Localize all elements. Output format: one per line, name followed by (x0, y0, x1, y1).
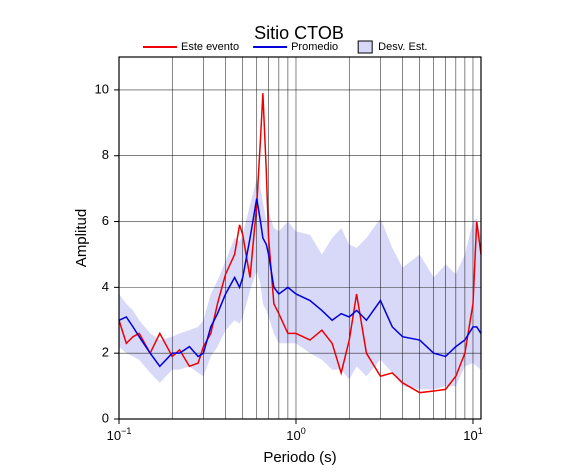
x-tick-base: 10 (286, 428, 300, 443)
x-tick-exponent: −1 (121, 426, 131, 436)
y-tick-label: 0 (102, 410, 109, 425)
legend-swatch (357, 40, 373, 54)
y-tick-label: 8 (102, 147, 109, 162)
x-tick-exponent: 0 (301, 426, 306, 436)
series-line (118, 198, 482, 368)
x-axis-label: Periodo (s) (263, 449, 336, 466)
std-band (119, 178, 481, 390)
legend-label: Este evento (181, 41, 239, 53)
chart-title: Sitio CTOB (254, 23, 344, 43)
x-tick-exponent: 1 (478, 426, 483, 436)
y-tick-label: 6 (102, 213, 109, 228)
x-tick-label: 101 (463, 426, 482, 443)
x-tick-label: 100 (286, 426, 305, 443)
x-tick-label: 10−1 (107, 426, 132, 443)
y-tick-label: 2 (102, 345, 109, 360)
x-tick-base: 10 (463, 428, 477, 443)
y-axis-label: Amplitud (73, 209, 90, 267)
plot-frame (118, 56, 482, 420)
series-line (118, 93, 482, 394)
legend-label: Desv. Est. (378, 41, 427, 53)
y-tick-label: 4 (102, 279, 109, 294)
y-tick-label: 10 (95, 81, 109, 96)
legend-label: Promedio (291, 41, 338, 53)
x-tick-base: 10 (107, 428, 121, 443)
